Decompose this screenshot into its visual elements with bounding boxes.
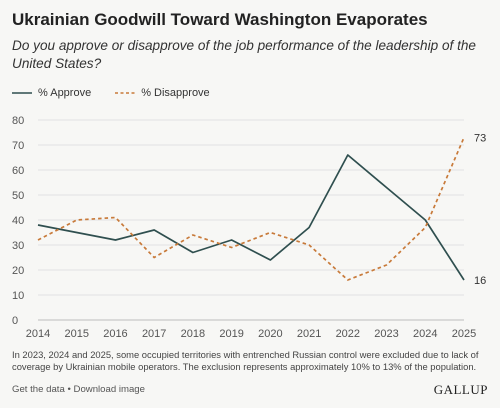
download-image-link[interactable]: Download image — [73, 384, 145, 395]
end-data-label: 16 — [474, 275, 486, 287]
x-tick-label: 2024 — [413, 328, 437, 340]
gallup-logo: GALLUP — [433, 382, 488, 397]
footnote: In 2023, 2024 and 2025, some occupied te… — [12, 349, 479, 372]
x-tick-label: 2020 — [258, 328, 282, 340]
x-tick-label: 2019 — [219, 328, 243, 340]
footer: Get the data • Download image GALLUP — [12, 382, 488, 398]
y-tick-label: 70 — [12, 140, 24, 152]
footer-separator: • — [64, 384, 74, 395]
x-tick-label: 2014 — [26, 328, 50, 340]
x-tick-label: 2025 — [452, 328, 476, 340]
y-tick-label: 40 — [12, 215, 24, 227]
legend-label-approve: % Approve — [38, 87, 92, 99]
y-tick-label: 30 — [12, 240, 24, 252]
x-tick-label: 2021 — [297, 328, 321, 340]
y-tick-label: 80 — [12, 115, 24, 127]
line-chart: 0 10 20 30 40 50 60 70 80 2014 2015 2016 2017 2018 201… — [12, 115, 486, 340]
y-tick-label: 0 — [12, 315, 18, 327]
x-tick-label: 2018 — [181, 328, 205, 340]
legend-swatch-disapprove — [115, 92, 136, 94]
chart-title: Ukrainian Goodwill Toward Washington Eva… — [12, 10, 428, 29]
legend-item-disapprove: % Disapprove — [115, 87, 210, 99]
y-tick-label: 50 — [12, 190, 24, 202]
legend-label-disapprove: % Disapprove — [141, 87, 210, 99]
y-tick-label: 20 — [12, 265, 24, 277]
get-data-link[interactable]: Get the data — [12, 384, 65, 395]
y-tick-label: 60 — [12, 165, 24, 177]
x-tick-label: 2015 — [64, 328, 88, 340]
legend: % Approve % Disapprove — [12, 85, 234, 101]
footer-links: Get the data • Download image — [12, 384, 145, 395]
legend-item-approve: % Approve — [12, 87, 91, 99]
end-data-label: 73 — [474, 133, 486, 145]
series-line-disapprove — [37, 137, 465, 281]
chart-subtitle: Do you approve or disapprove of the job … — [12, 38, 476, 71]
x-tick-label: 2022 — [336, 328, 360, 340]
series-line-approve — [37, 154, 465, 281]
legend-swatch-approve — [12, 92, 32, 94]
x-tick-label: 2017 — [142, 328, 166, 340]
x-tick-label: 2023 — [374, 328, 398, 340]
y-tick-label: 10 — [12, 290, 24, 302]
x-tick-label: 2016 — [103, 328, 127, 340]
